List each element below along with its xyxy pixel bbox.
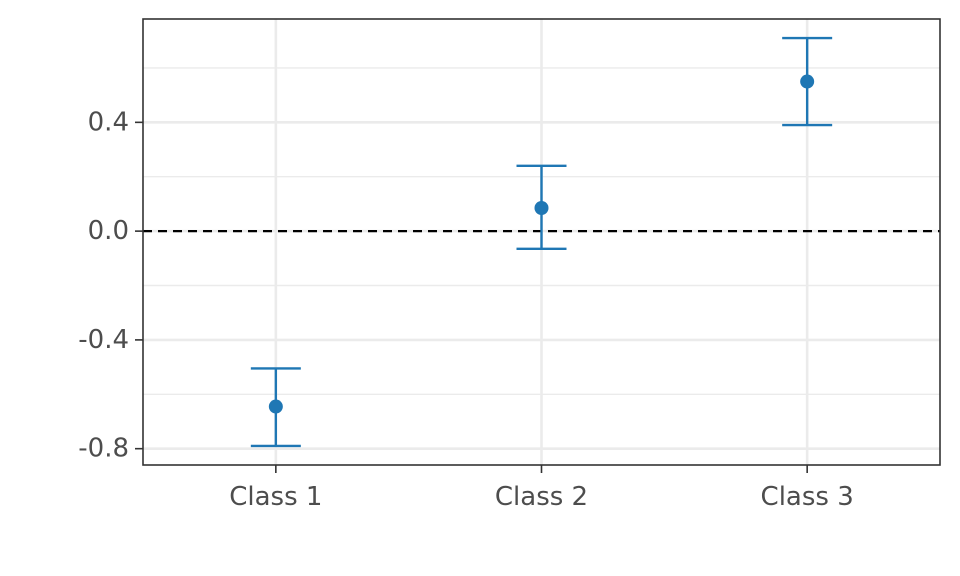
data-point [534, 201, 549, 216]
y-tick-label: 0.4 [88, 107, 129, 137]
data-point [268, 399, 283, 414]
points [268, 74, 815, 414]
x-tick-label: Class 2 [495, 482, 588, 512]
y-tick-label: -0.8 [78, 434, 129, 464]
data-point [800, 74, 815, 89]
y-tick-label: -0.4 [78, 325, 129, 355]
x-tick-label: Class 1 [229, 482, 322, 512]
y-tick-label: 0.0 [88, 216, 129, 246]
x-tick-label: Class 3 [761, 482, 854, 512]
axes: -0.8 -0.4 0.0 0.4 Class 1 Class 2 Class 3 [78, 107, 854, 512]
